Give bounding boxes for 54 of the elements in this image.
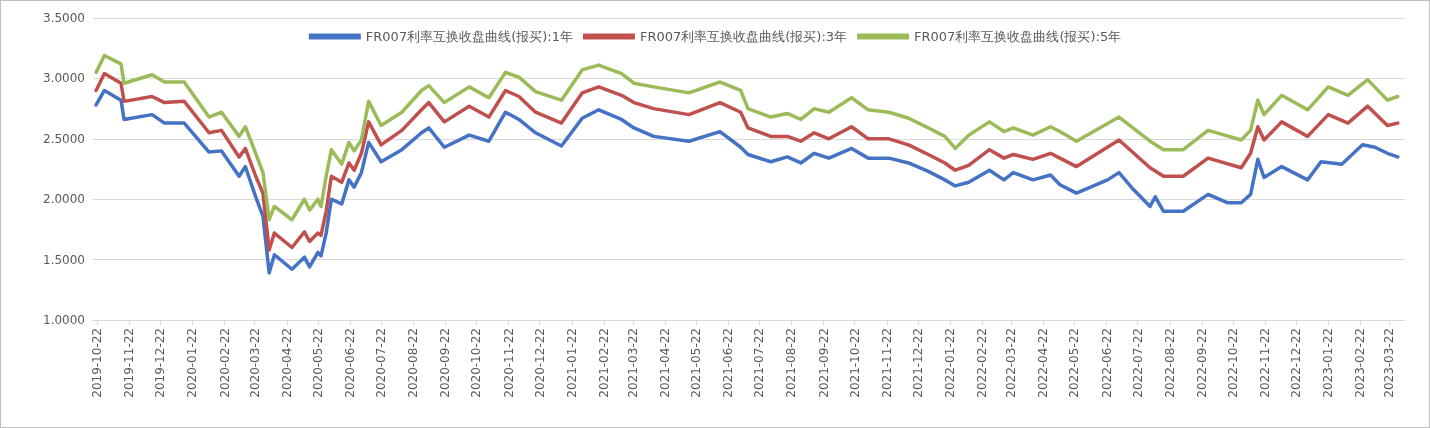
x-tick-label: 2023-01-22 — [1321, 328, 1336, 398]
x-tick-label: 2021-10-22 — [847, 328, 862, 398]
x-tick-label: 2020-05-22 — [310, 328, 325, 398]
x-tick-label: 2021-12-22 — [910, 328, 925, 398]
x-tick-label: 2022-10-22 — [1225, 328, 1240, 398]
x-tick-label: 2022-12-22 — [1289, 328, 1304, 398]
x-tick-label: 2021-03-22 — [625, 328, 640, 398]
x-tick-label: 2021-06-22 — [721, 328, 736, 398]
x-tick-label: 2021-11-22 — [879, 328, 894, 398]
x-tick-label: 2022-09-22 — [1194, 328, 1209, 398]
x-tick-label: 2022-03-22 — [1004, 328, 1019, 398]
y-tick-label: 2.0000 — [43, 192, 85, 207]
x-tick-label: 2022-11-22 — [1258, 328, 1273, 398]
legend-label: FR007利率互换收盘曲线(报买):1年 — [365, 29, 573, 44]
legend-label: FR007利率互换收盘曲线(报买):3年 — [639, 29, 848, 44]
x-tick-label: 2021-07-22 — [752, 328, 767, 398]
y-tick-label: 3.0000 — [43, 71, 85, 86]
x-tick-label: 2020-11-22 — [501, 328, 516, 398]
x-tick-label: 2021-01-22 — [564, 328, 579, 398]
x-tick-label: 2020-06-22 — [343, 328, 358, 398]
y-tick-label: 1.5000 — [43, 252, 85, 267]
x-tick-label: 2020-04-22 — [279, 328, 294, 398]
x-tick-label: 2022-05-22 — [1067, 328, 1082, 398]
y-tick-label: 2.5000 — [43, 131, 85, 146]
x-tick-label: 2019-10-22 — [90, 328, 105, 398]
x-tick-label: 2020-10-22 — [469, 328, 484, 398]
x-tick-label: 2020-03-22 — [247, 328, 262, 398]
x-tick-label: 2022-08-22 — [1162, 328, 1177, 398]
x-tick-label: 2022-06-22 — [1099, 328, 1114, 398]
line-series — [94, 71, 1400, 252]
x-tick-label: 2020-07-22 — [374, 328, 389, 398]
legend-label: FR007利率互换收盘曲线(报买):5年 — [914, 29, 1122, 44]
x-tick-label: 2021-04-22 — [658, 328, 673, 398]
x-tick-label: 2019-11-22 — [122, 328, 137, 398]
x-tick-label: 2021-09-22 — [816, 328, 831, 398]
x-tick-label: 2023-03-22 — [1382, 328, 1397, 398]
x-tick-label: 2022-04-22 — [1036, 328, 1051, 398]
x-tick-label: 2022-02-22 — [975, 328, 990, 398]
x-tick-label: 2020-02-22 — [217, 328, 232, 398]
x-tick-label: 2019-12-22 — [153, 328, 168, 398]
x-tick-label: 2023-02-22 — [1353, 328, 1368, 398]
line-series — [94, 88, 1400, 275]
x-tick-label: 2021-02-22 — [596, 328, 611, 398]
x-tick-label: 2022-07-22 — [1130, 328, 1145, 398]
line-series — [94, 53, 1400, 222]
y-tick-label: 3.5000 — [43, 11, 85, 25]
x-tick-label: 2020-01-22 — [185, 328, 200, 398]
x-tick-label: 2021-05-22 — [689, 328, 704, 398]
x-tick-label: 2022-01-22 — [943, 328, 958, 398]
y-tick-label: 1.0000 — [43, 313, 85, 327]
x-tick-label: 2020-09-22 — [438, 328, 453, 398]
x-tick-label: 2021-08-22 — [784, 328, 799, 398]
x-tick-label: 2020-08-22 — [406, 328, 421, 398]
x-tick-label: 2020-12-22 — [532, 328, 547, 398]
